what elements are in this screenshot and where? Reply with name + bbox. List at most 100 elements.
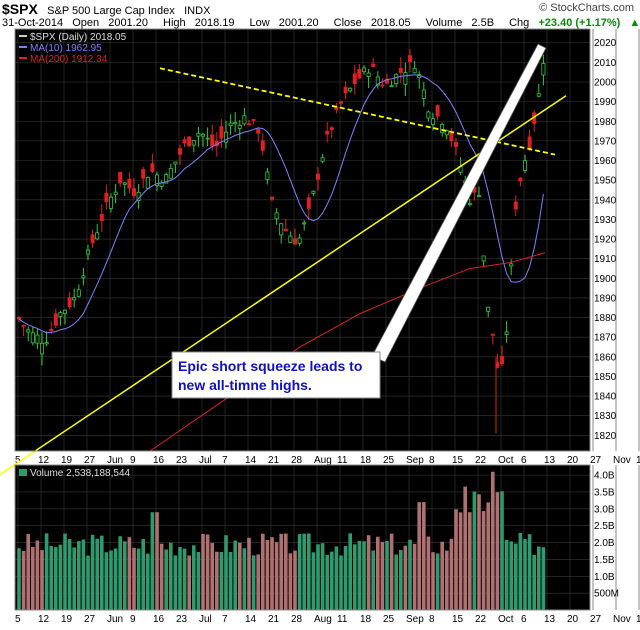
volume-label: Volume [425, 17, 463, 29]
volume-bar [256, 554, 260, 610]
candle-body [403, 72, 408, 85]
candle-body [113, 191, 118, 196]
volume-bar [63, 533, 67, 610]
price-tick-label: 1890 [594, 293, 617, 304]
volume-bar [113, 548, 118, 610]
volume-bar [279, 533, 283, 610]
volume-x-tick-label: 20 [567, 614, 579, 625]
ticker-symbol: $SPX [2, 1, 38, 17]
volume-x-tick-label: 22 [475, 614, 487, 625]
volume-bar [417, 502, 421, 610]
legend-ma200: MA(200) 1912.34 [30, 54, 108, 65]
candle-body [504, 331, 509, 335]
volume-bar [302, 533, 306, 610]
volume-x-tick-label: 25 [383, 614, 395, 625]
candle-body [274, 212, 279, 220]
candle-body [242, 115, 247, 125]
volume-bar [196, 551, 201, 610]
x-tick-label: 15 [452, 455, 464, 466]
candle-body [196, 132, 201, 137]
volume-bar [426, 536, 431, 610]
volume-bar [514, 543, 518, 610]
price-tick-label: 1850 [594, 372, 617, 383]
x-tick-label: 7 [222, 455, 228, 466]
index-name: S&P 500 Large Cap Index [47, 5, 175, 17]
low-value: 2001.20 [278, 17, 319, 29]
x-tick-label: Oct [498, 455, 514, 466]
candle-body [265, 171, 270, 180]
volume-bar [412, 543, 417, 610]
volume-bar [440, 541, 444, 610]
volume-bar [169, 542, 173, 610]
price-tick-label: 1900 [594, 274, 617, 285]
volume-bar [348, 533, 352, 610]
candle-body [95, 232, 100, 240]
candle-body [288, 235, 293, 243]
candle-body [375, 76, 380, 86]
candle-body [435, 105, 440, 117]
volume-bar [532, 554, 536, 610]
volume-bar [491, 471, 495, 610]
volume-bar [164, 549, 168, 610]
volume-bar [435, 553, 440, 610]
volume-x-tick-label: 16 [153, 614, 165, 625]
volume-x-tick-label: Jun [107, 614, 123, 625]
volume-bar [311, 552, 316, 610]
volume-bar [187, 555, 191, 610]
volume-bar [146, 553, 150, 610]
volume-bar [238, 542, 242, 610]
chg-value: +23.40 (+1.17%) [538, 17, 621, 29]
candle-body [200, 133, 205, 137]
price-tick-label: 1840 [594, 392, 617, 403]
x-tick-label: 8 [429, 455, 435, 466]
volume-bar [399, 549, 403, 610]
legend-ma10: MA(10) 1962.95 [30, 43, 102, 54]
volume-x-tick-label: Aug [314, 614, 332, 625]
x-tick-label: Aug [314, 455, 332, 466]
volume-bar [454, 509, 458, 610]
price-tick-label: 1950 [594, 176, 617, 187]
volume-bar [385, 540, 389, 610]
volume-bar [334, 546, 339, 610]
legend-price: $SPX (Daily) 2018.05 [30, 32, 127, 43]
volume-bar [127, 537, 132, 610]
volume-bar [463, 486, 467, 610]
volume-bar [150, 512, 155, 610]
price-tick-label: 1960 [594, 156, 617, 167]
volume-x-tick-label: Jul [199, 614, 212, 625]
volume-x-tick-label: 7 [222, 614, 228, 625]
candle-body [467, 203, 472, 206]
candle-body [233, 122, 238, 125]
volume-bar [224, 535, 228, 610]
candle-body [122, 182, 127, 185]
candle-body [141, 169, 146, 179]
price-tick-label: 1940 [594, 195, 617, 206]
volume-bar [362, 541, 366, 610]
candle-body [283, 228, 288, 231]
brand-label: © StockCharts.com [539, 2, 634, 14]
x-tick-label: 6 [521, 455, 527, 466]
candle-body [449, 132, 454, 142]
legend-volume-swatch [19, 469, 27, 476]
candle-body [86, 249, 91, 255]
close-label: Close [333, 17, 362, 29]
volume-tick-label: 2.0B [594, 538, 615, 549]
volume-bar [178, 547, 182, 610]
candle-body [251, 119, 256, 121]
candle-body [453, 142, 458, 147]
volume-bar [40, 550, 44, 610]
volume-bar [468, 512, 472, 610]
candle-body [154, 174, 159, 186]
volume-bar [394, 554, 398, 610]
volume-bar [495, 492, 500, 610]
volume-bar [449, 538, 454, 610]
candle-body [104, 192, 109, 203]
volume-bar [123, 541, 127, 610]
candle-body [72, 297, 77, 301]
price-panel-border [14, 28, 591, 452]
x-tick-label: Jun [107, 455, 123, 466]
annotation-line-2: new all-timne highs. [178, 377, 312, 393]
volume-bar [72, 547, 76, 610]
